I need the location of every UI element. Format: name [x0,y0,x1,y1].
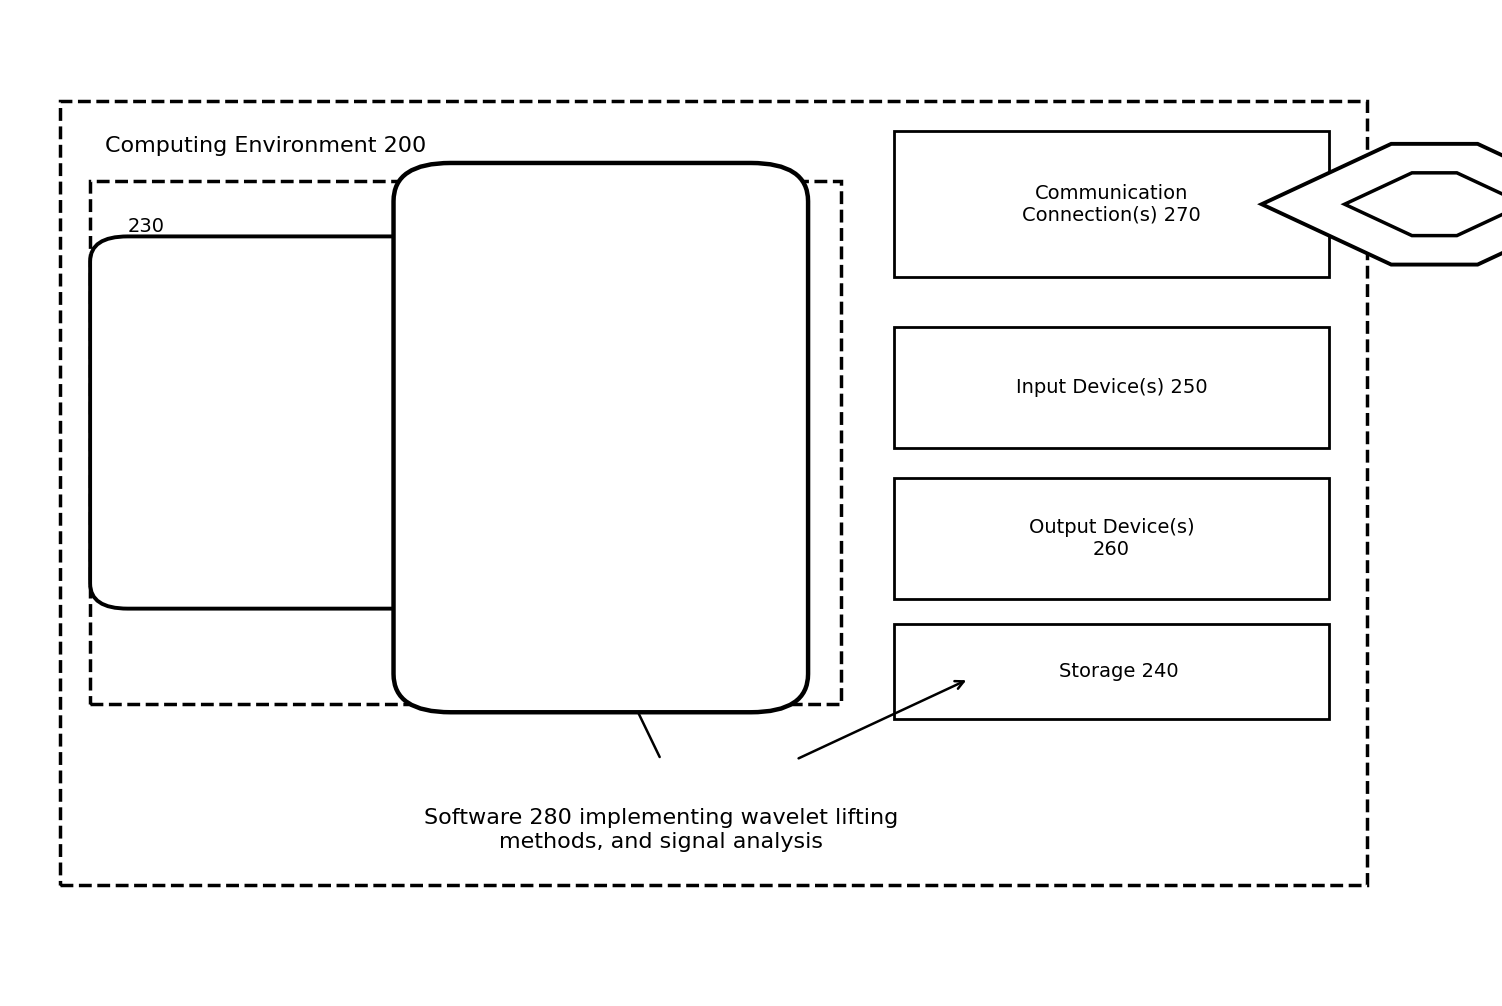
Bar [894,478,1329,599]
Text: 230: 230 [128,217,165,235]
Text: Communication
Connection(s) 270: Communication Connection(s) 270 [1021,184,1202,224]
Bar [894,131,1329,277]
Text: Software 280 implementing wavelet lifting
methods, and signal analysis: Software 280 implementing wavelet liftin… [424,809,898,851]
FancyBboxPatch shape [90,236,451,609]
FancyBboxPatch shape [394,163,808,712]
Text: Computing Environment 200: Computing Environment 200 [105,136,427,156]
Bar [916,641,1029,706]
Bar [894,327,1329,448]
Bar [90,181,841,704]
Polygon shape [1262,144,1502,265]
Text: Storage 240: Storage 240 [1059,662,1179,680]
Bar [894,624,1329,719]
Polygon shape [1344,173,1502,235]
Text: Memory
220: Memory 220 [562,387,640,428]
Text: Output Device(s)
260: Output Device(s) 260 [1029,518,1194,558]
Text: Input Device(s) 250: Input Device(s) 250 [1015,378,1208,396]
Bar [473,528,721,659]
Bar [60,101,1367,885]
Text: Processing
Unit 210: Processing Unit 210 [218,407,323,448]
